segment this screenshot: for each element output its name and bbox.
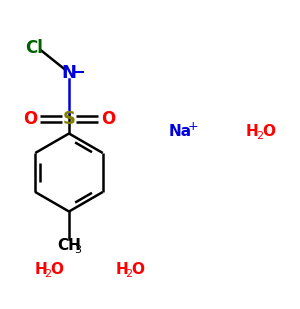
Text: H: H <box>116 263 128 277</box>
Text: CH: CH <box>57 239 81 253</box>
Text: 3: 3 <box>74 245 82 255</box>
Text: Cl: Cl <box>26 39 44 57</box>
Text: O: O <box>23 109 37 128</box>
Text: O: O <box>262 125 275 139</box>
Text: O: O <box>101 109 115 128</box>
Text: H: H <box>246 125 259 139</box>
Text: O: O <box>50 263 63 277</box>
Text: +: + <box>187 120 198 133</box>
Text: H: H <box>34 263 47 277</box>
Text: 2: 2 <box>125 269 133 279</box>
Text: 2: 2 <box>256 131 263 141</box>
Text: N: N <box>61 65 76 83</box>
Text: S: S <box>62 109 76 128</box>
Text: O: O <box>131 263 144 277</box>
Text: 2: 2 <box>44 269 52 279</box>
Text: Na: Na <box>168 125 192 139</box>
